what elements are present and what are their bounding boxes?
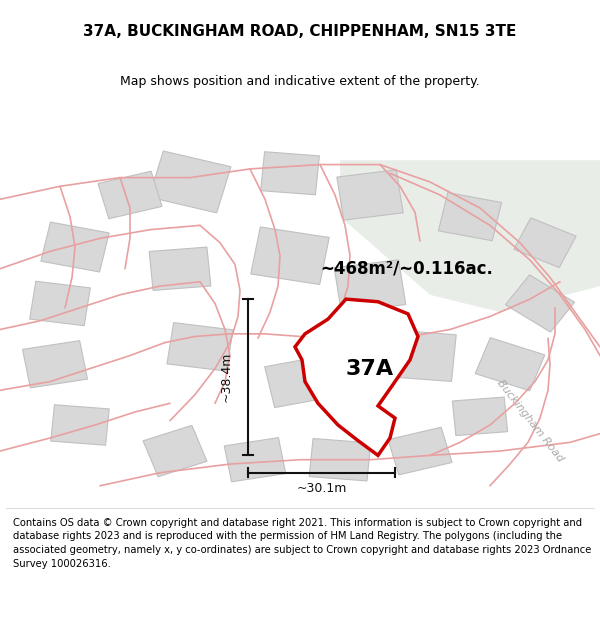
- Polygon shape: [439, 192, 502, 241]
- Text: Map shows position and indicative extent of the property.: Map shows position and indicative extent…: [120, 74, 480, 88]
- Text: 37A, BUCKINGHAM ROAD, CHIPPENHAM, SN15 3TE: 37A, BUCKINGHAM ROAD, CHIPPENHAM, SN15 3…: [83, 24, 517, 39]
- Polygon shape: [149, 151, 231, 213]
- Polygon shape: [514, 217, 576, 268]
- Text: 37A: 37A: [346, 359, 394, 379]
- Text: ~38.4m: ~38.4m: [220, 352, 233, 402]
- Polygon shape: [388, 428, 452, 475]
- Polygon shape: [98, 171, 162, 219]
- Polygon shape: [334, 260, 406, 312]
- Polygon shape: [224, 438, 286, 482]
- Polygon shape: [23, 341, 88, 388]
- Polygon shape: [167, 322, 233, 371]
- Polygon shape: [149, 247, 211, 291]
- Polygon shape: [251, 227, 329, 284]
- Polygon shape: [260, 152, 319, 195]
- Polygon shape: [337, 170, 403, 220]
- Polygon shape: [51, 405, 109, 445]
- Polygon shape: [295, 299, 418, 456]
- Polygon shape: [505, 275, 575, 332]
- Polygon shape: [340, 160, 600, 312]
- Polygon shape: [143, 426, 207, 477]
- Polygon shape: [309, 439, 371, 481]
- Text: Buckingham Road: Buckingham Road: [495, 378, 565, 464]
- Polygon shape: [452, 397, 508, 436]
- Polygon shape: [30, 281, 90, 326]
- Polygon shape: [384, 329, 456, 381]
- Polygon shape: [265, 356, 335, 408]
- Text: ~468m²/~0.116ac.: ~468m²/~0.116ac.: [320, 260, 493, 278]
- Polygon shape: [475, 338, 545, 391]
- Polygon shape: [41, 222, 109, 272]
- Text: Contains OS data © Crown copyright and database right 2021. This information is : Contains OS data © Crown copyright and d…: [13, 518, 592, 569]
- Text: ~30.1m: ~30.1m: [296, 482, 347, 495]
